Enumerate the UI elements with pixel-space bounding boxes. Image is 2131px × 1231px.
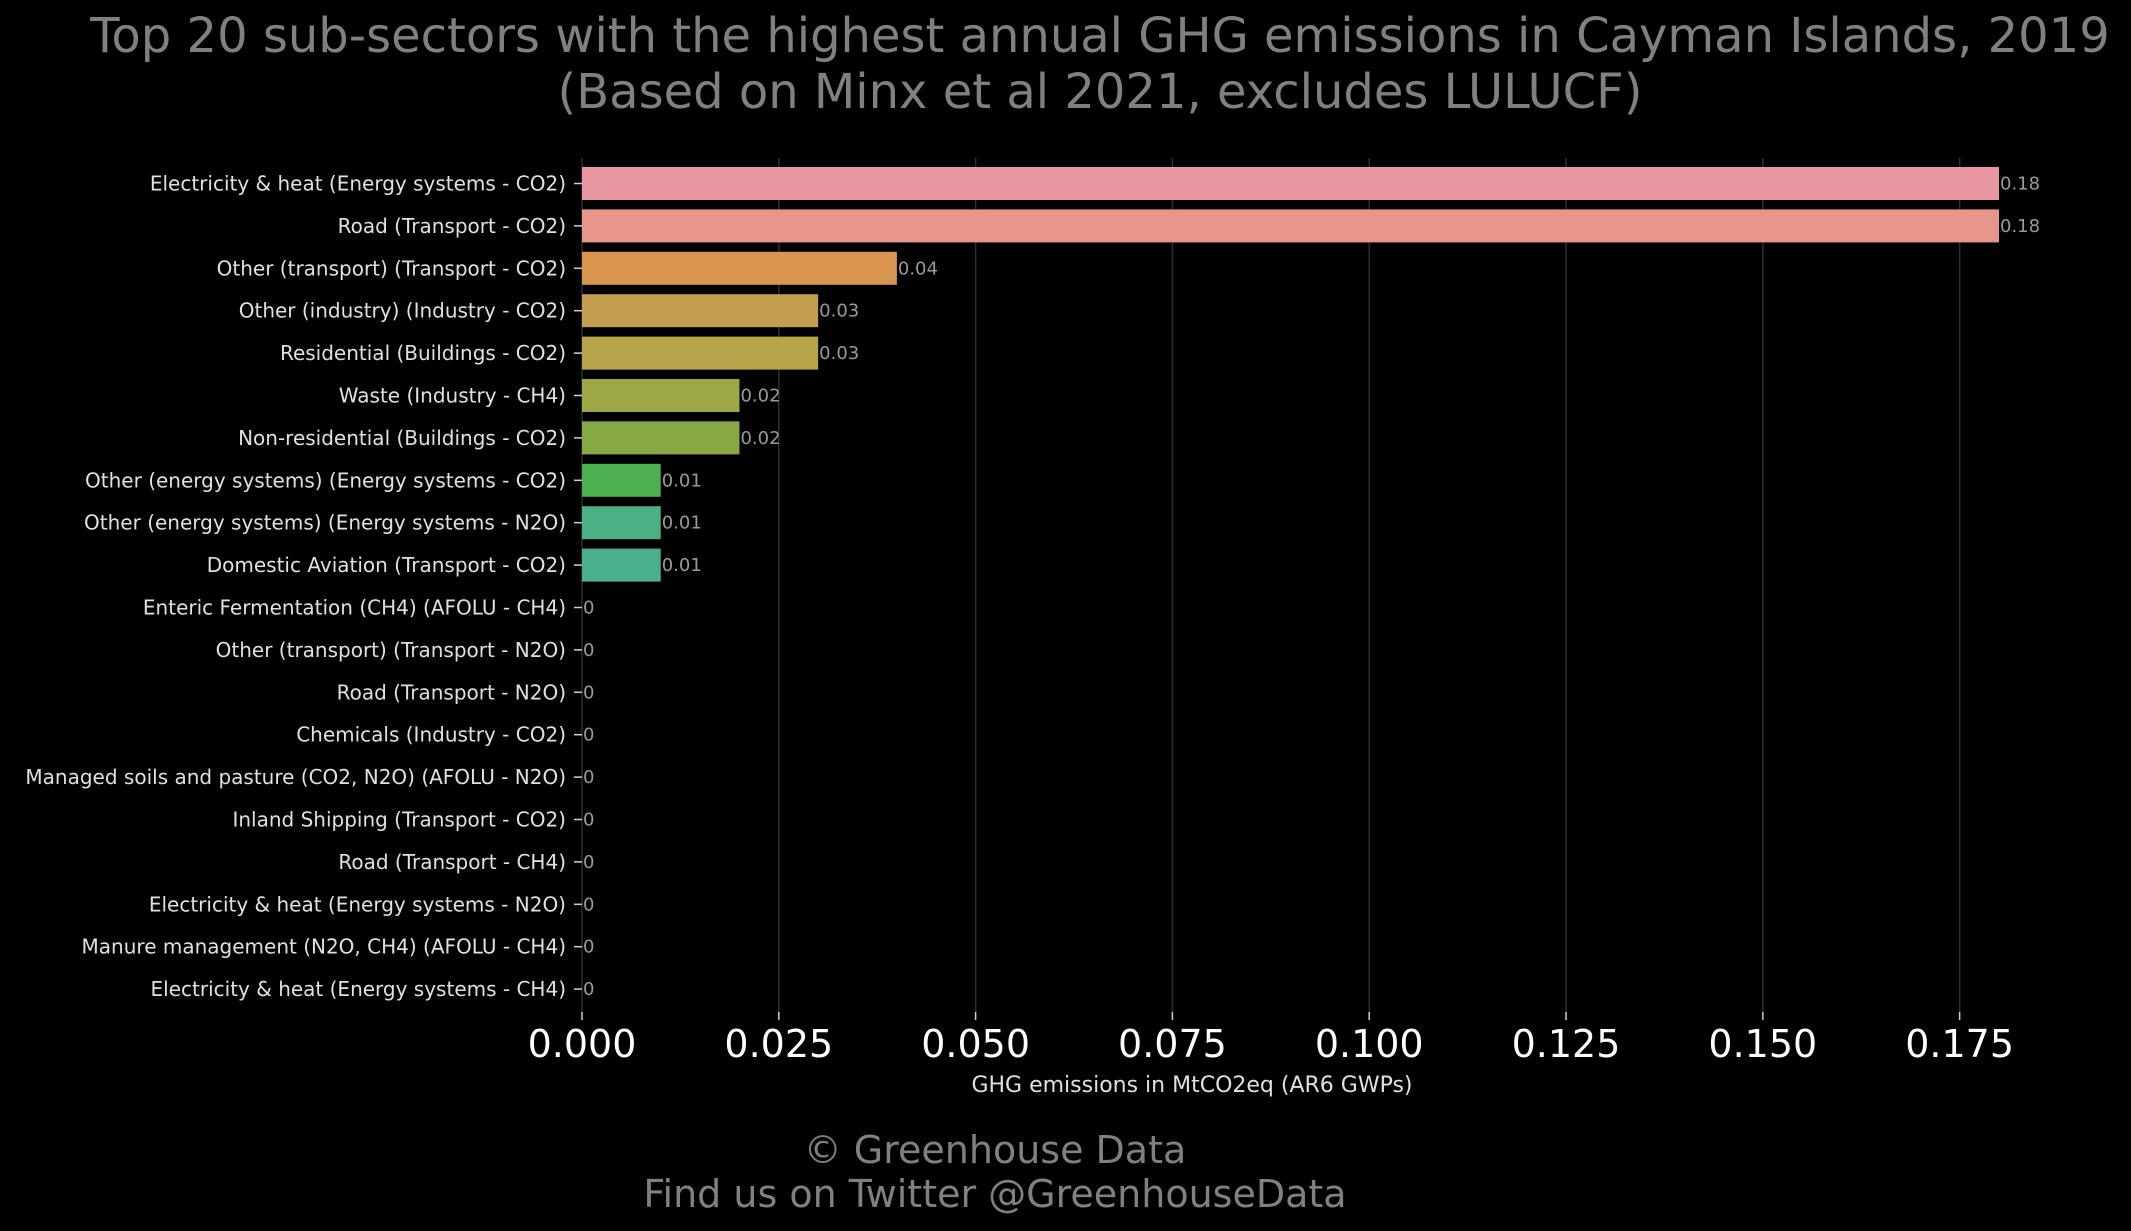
data-label: 0: [583, 979, 594, 1000]
x-tick-label: 0.000: [528, 1022, 637, 1066]
data-label: 0: [583, 937, 594, 958]
data-label: 0: [583, 725, 594, 746]
category-label: Other (transport) (Transport - CO2): [217, 256, 566, 280]
chart-subtitle: (Based on Minx et al 2021, excludes LULU…: [558, 64, 1643, 120]
category-label: Electricity & heat (Energy systems - CO2…: [150, 172, 566, 196]
data-label: 0.02: [740, 386, 780, 407]
x-tick-label: 0.050: [921, 1022, 1030, 1066]
x-tick-label: 0.125: [1512, 1022, 1621, 1066]
data-label: 0: [583, 894, 594, 915]
data-label: 0.01: [662, 555, 702, 576]
category-label: Enteric Fermentation (CH4) (AFOLU - CH4): [143, 596, 566, 620]
data-label: 0: [583, 598, 594, 619]
credit-line-2: Find us on Twitter @GreenhouseData: [643, 1172, 1346, 1216]
x-tick-label: 0.100: [1315, 1022, 1424, 1066]
x-tick-label: 0.025: [724, 1022, 833, 1066]
x-tick-label: 0.150: [1708, 1022, 1817, 1066]
bar: [582, 251, 897, 285]
bar: [582, 548, 661, 582]
category-label: Other (energy systems) (Energy systems -…: [84, 511, 566, 535]
data-label: 0: [583, 767, 594, 788]
bar: [582, 336, 819, 370]
data-label: 0.04: [898, 258, 938, 279]
category-label: Managed soils and pasture (CO2, N2O) (AF…: [25, 765, 566, 789]
bar: [582, 463, 661, 497]
data-label: 0.18: [2000, 174, 2040, 195]
bar: [582, 209, 1999, 243]
bar: [582, 379, 740, 412]
category-label: Road (Transport - CO2): [338, 214, 566, 238]
credit-line-1: © Greenhouse Data: [804, 1128, 1187, 1172]
category-label: Chemicals (Industry - CO2): [296, 723, 566, 747]
bar: [582, 294, 819, 328]
data-label: 0.01: [662, 513, 702, 534]
data-label: 0: [583, 640, 594, 661]
category-label: Residential (Buildings - CO2): [280, 341, 566, 365]
x-axis-ticks: 0.000 0.025 0.050 0.075 0.100 0.125 0.150 0.175: [528, 1012, 2014, 1066]
category-label: Other (industry) (Industry - CO2): [239, 299, 566, 323]
x-axis-label: GHG emissions in MtCO2eq (AR6 GWPs): [971, 1073, 1412, 1098]
category-label: Road (Transport - CH4): [338, 850, 566, 874]
category-label: Other (energy systems) (Energy systems -…: [85, 468, 566, 492]
category-label: Road (Transport - N2O): [337, 680, 566, 704]
chart-title: Top 20 sub-sectors with the highest annu…: [89, 8, 2109, 64]
data-label: 0.02: [740, 428, 780, 449]
data-label: 0.03: [819, 343, 859, 364]
x-tick-label: 0.175: [1905, 1022, 2014, 1066]
category-label: Waste (Industry - CH4): [339, 384, 566, 408]
category-label: Non-residential (Buildings - CO2): [238, 426, 566, 450]
data-label: 0.03: [819, 301, 859, 322]
data-label: 0.18: [2000, 216, 2040, 237]
bar: [582, 506, 661, 540]
bar: [582, 167, 1999, 200]
category-label: Other (transport) (Transport - N2O): [216, 638, 566, 662]
bars: [582, 167, 1999, 582]
category-label: Manure management (N2O, CH4) (AFOLU - CH…: [82, 935, 566, 959]
category-label: Domestic Aviation (Transport - CO2): [207, 553, 566, 577]
data-label: 0: [583, 852, 594, 873]
data-label: 0: [583, 682, 594, 703]
data-label: 0.01: [662, 470, 702, 491]
bar: [582, 421, 740, 455]
x-tick-label: 0.075: [1118, 1022, 1227, 1066]
data-label: 0: [583, 810, 594, 831]
category-label: Electricity & heat (Energy systems - CH4…: [151, 977, 566, 1001]
category-labels: Electricity & heat (Energy systems - CO2…: [25, 172, 582, 1001]
category-label: Electricity & heat (Energy systems - N2O…: [149, 892, 566, 916]
value-labels: 0.18 0.18 0.04 0.03 0.03 0.02 0.02 0.01 0.01 0.01…: [583, 174, 2040, 1001]
grid: [581, 158, 1961, 1012]
category-label: Inland Shipping (Transport - CO2): [232, 808, 566, 832]
